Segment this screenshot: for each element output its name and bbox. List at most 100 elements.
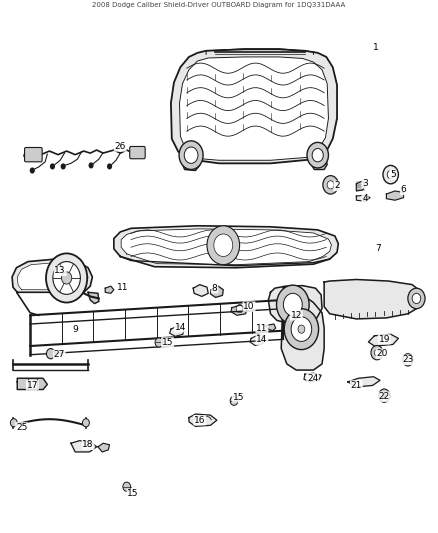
Circle shape [387,171,394,179]
Circle shape [61,272,72,284]
Polygon shape [170,326,184,336]
Circle shape [382,393,386,398]
Text: 7: 7 [375,244,381,253]
Text: 24: 24 [307,374,318,383]
Circle shape [383,165,399,184]
Polygon shape [368,334,399,346]
Circle shape [184,147,198,163]
Text: 19: 19 [378,335,390,344]
Circle shape [276,285,309,324]
Text: 11: 11 [117,282,128,292]
Text: 6: 6 [401,185,406,195]
Polygon shape [98,443,110,452]
Polygon shape [357,181,365,191]
Circle shape [46,349,55,359]
Polygon shape [357,195,370,201]
Polygon shape [12,259,92,292]
Text: 16: 16 [194,416,205,425]
Circle shape [307,142,328,168]
Text: 23: 23 [402,356,413,365]
Text: 4: 4 [362,194,368,203]
Polygon shape [265,324,276,330]
Circle shape [46,253,87,303]
Text: 13: 13 [54,266,66,276]
Circle shape [50,163,55,169]
Circle shape [179,141,203,169]
Text: 15: 15 [127,489,139,498]
Circle shape [374,350,380,356]
Circle shape [379,389,390,402]
Circle shape [362,196,367,201]
Text: 2: 2 [334,181,340,190]
Polygon shape [386,191,403,200]
Circle shape [412,293,421,304]
Polygon shape [17,263,88,290]
Text: 12: 12 [290,311,302,320]
Circle shape [82,419,89,427]
Text: 15: 15 [162,338,173,347]
Polygon shape [210,286,223,297]
Circle shape [230,396,238,406]
Text: 11: 11 [256,324,268,333]
Circle shape [107,163,112,169]
Circle shape [327,181,334,189]
Text: 9: 9 [72,325,78,334]
Polygon shape [304,373,321,382]
Polygon shape [189,414,217,426]
Polygon shape [17,378,47,390]
Polygon shape [348,377,380,387]
Polygon shape [114,226,338,268]
Polygon shape [183,158,200,171]
Text: 18: 18 [82,440,94,449]
Text: 15: 15 [233,393,244,402]
Text: 2008 Dodge Caliber Shield-Driver OUTBOARD Diagram for 1DQ331DAAA: 2008 Dodge Caliber Shield-Driver OUTBOAR… [92,2,346,9]
Text: 1: 1 [373,43,378,52]
Polygon shape [281,287,324,370]
Circle shape [53,262,80,294]
Circle shape [155,338,163,347]
Text: 26: 26 [115,142,126,151]
Circle shape [408,288,425,309]
Polygon shape [105,286,114,293]
Polygon shape [231,305,247,316]
Circle shape [207,226,240,265]
Text: 14: 14 [256,335,268,344]
Circle shape [236,304,243,313]
Text: 10: 10 [243,302,255,311]
Text: 22: 22 [378,392,390,401]
Circle shape [214,234,233,256]
Circle shape [88,163,94,168]
Text: 17: 17 [27,381,38,390]
Polygon shape [250,335,264,345]
Circle shape [312,149,323,162]
Text: 3: 3 [362,179,368,188]
Circle shape [11,419,17,427]
Text: 27: 27 [53,350,65,359]
Circle shape [403,354,413,366]
Polygon shape [309,158,327,169]
Circle shape [60,163,66,169]
Polygon shape [71,441,97,452]
Polygon shape [121,229,332,265]
Text: 25: 25 [16,423,27,432]
Circle shape [123,482,131,491]
Text: 8: 8 [212,284,218,293]
Circle shape [30,167,35,174]
Circle shape [283,293,302,316]
Polygon shape [180,57,328,160]
Text: 5: 5 [390,170,396,179]
Circle shape [298,325,305,333]
Text: 14: 14 [175,322,186,332]
Text: 21: 21 [351,381,362,390]
Circle shape [323,176,338,194]
Circle shape [284,309,318,350]
Polygon shape [268,286,322,323]
FancyBboxPatch shape [130,147,145,159]
Polygon shape [88,292,99,304]
Polygon shape [324,279,422,319]
Polygon shape [171,49,337,163]
FancyBboxPatch shape [25,148,42,162]
Circle shape [291,317,312,342]
Text: 20: 20 [376,349,388,358]
Circle shape [371,345,383,360]
